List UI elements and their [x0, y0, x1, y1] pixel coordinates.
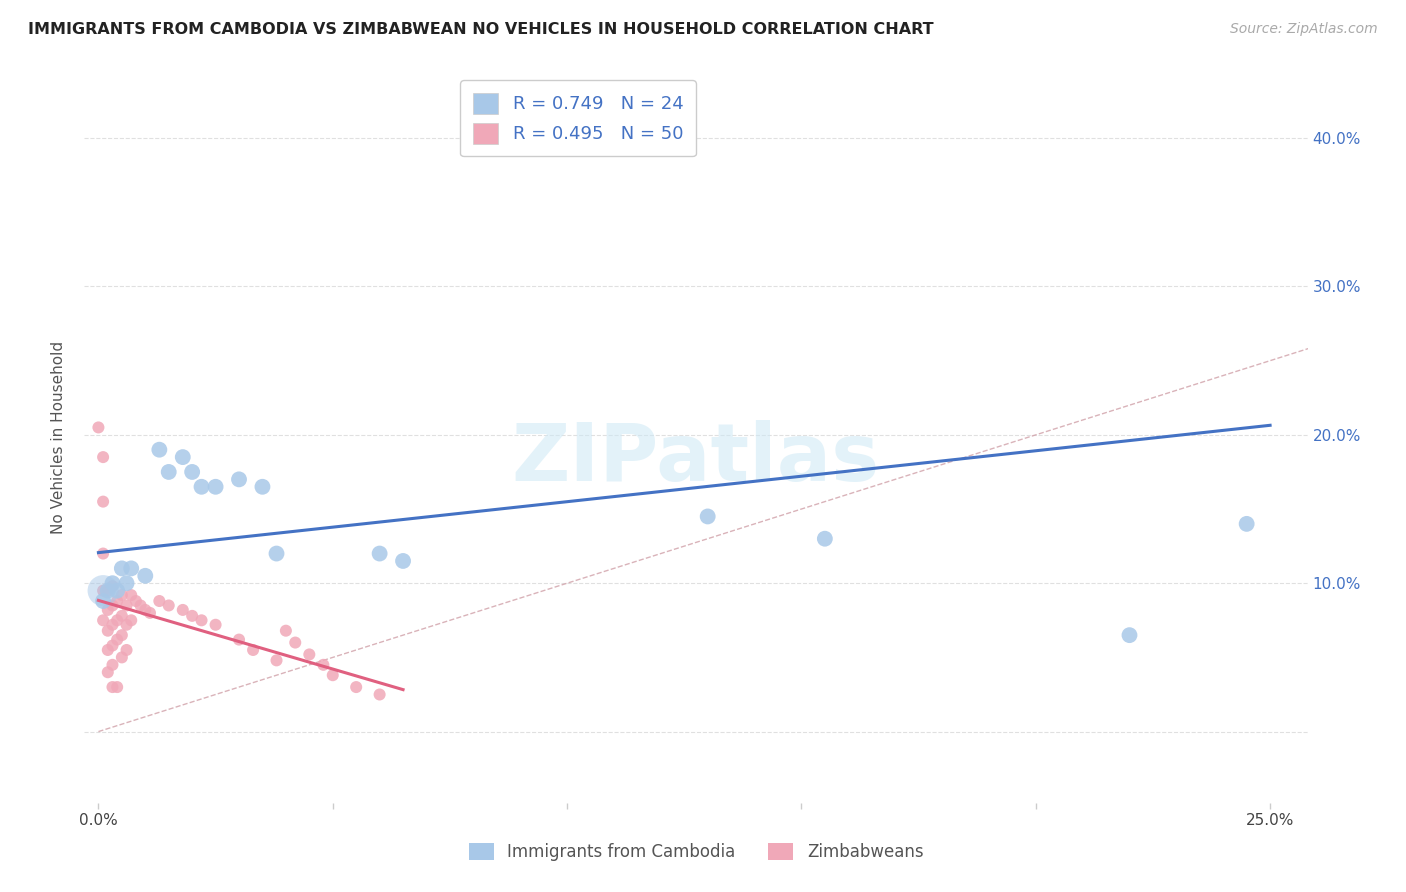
Point — [97, 603, 120, 617]
Point — [157, 465, 180, 479]
Point — [91, 583, 114, 598]
Point — [228, 632, 250, 647]
Point — [228, 472, 250, 486]
Point — [242, 643, 264, 657]
Point — [115, 599, 138, 613]
Point — [204, 480, 226, 494]
Point — [120, 613, 142, 627]
Point — [696, 509, 718, 524]
Point — [91, 547, 114, 561]
Text: ZIPatlas: ZIPatlas — [512, 420, 880, 498]
Point — [181, 608, 204, 623]
Point — [190, 613, 212, 627]
Point — [101, 680, 124, 694]
Point — [181, 465, 204, 479]
Point — [105, 583, 128, 598]
Point — [125, 594, 148, 608]
Text: Source: ZipAtlas.com: Source: ZipAtlas.com — [1230, 22, 1378, 37]
Point — [134, 603, 156, 617]
Point — [97, 583, 120, 598]
Point — [87, 420, 110, 434]
Point — [101, 617, 124, 632]
Point — [101, 579, 124, 593]
Point — [139, 606, 162, 620]
Point — [105, 632, 128, 647]
Point — [172, 603, 194, 617]
Point — [148, 442, 170, 457]
Point — [368, 688, 391, 702]
Point — [105, 680, 128, 694]
Point — [91, 494, 114, 508]
Point — [1236, 516, 1258, 531]
Point — [115, 576, 138, 591]
Legend: Immigrants from Cambodia, Zimbabweans: Immigrants from Cambodia, Zimbabweans — [461, 836, 931, 868]
Text: IMMIGRANTS FROM CAMBODIA VS ZIMBABWEAN NO VEHICLES IN HOUSEHOLD CORRELATION CHAR: IMMIGRANTS FROM CAMBODIA VS ZIMBABWEAN N… — [28, 22, 934, 37]
Point — [111, 650, 134, 665]
Point — [91, 583, 114, 598]
Point — [111, 628, 134, 642]
Point — [120, 561, 142, 575]
Point — [101, 576, 124, 591]
Point — [298, 648, 321, 662]
Point — [148, 594, 170, 608]
Point — [266, 547, 288, 561]
Point — [115, 617, 138, 632]
Point — [134, 569, 156, 583]
Point — [266, 653, 288, 667]
Point — [115, 643, 138, 657]
Point — [368, 547, 391, 561]
Point — [1118, 628, 1140, 642]
Y-axis label: No Vehicles in Household: No Vehicles in Household — [51, 341, 66, 533]
Point — [111, 588, 134, 602]
Point — [120, 588, 142, 602]
Point — [344, 680, 367, 694]
Point — [111, 561, 134, 575]
Point — [97, 643, 120, 657]
Point — [284, 635, 307, 649]
Point — [97, 624, 120, 638]
Point — [101, 599, 124, 613]
Point — [101, 639, 124, 653]
Point — [252, 480, 274, 494]
Point — [274, 624, 297, 638]
Point — [392, 554, 415, 568]
Point — [105, 594, 128, 608]
Point — [101, 657, 124, 672]
Point — [204, 617, 226, 632]
Point — [322, 668, 344, 682]
Point — [129, 599, 152, 613]
Point — [91, 613, 114, 627]
Point — [814, 532, 837, 546]
Point — [111, 608, 134, 623]
Point — [91, 450, 114, 464]
Point — [312, 657, 335, 672]
Point — [105, 613, 128, 627]
Point — [172, 450, 194, 464]
Point — [190, 480, 212, 494]
Point — [91, 594, 114, 608]
Point — [157, 599, 180, 613]
Point — [97, 583, 120, 598]
Point — [97, 665, 120, 680]
